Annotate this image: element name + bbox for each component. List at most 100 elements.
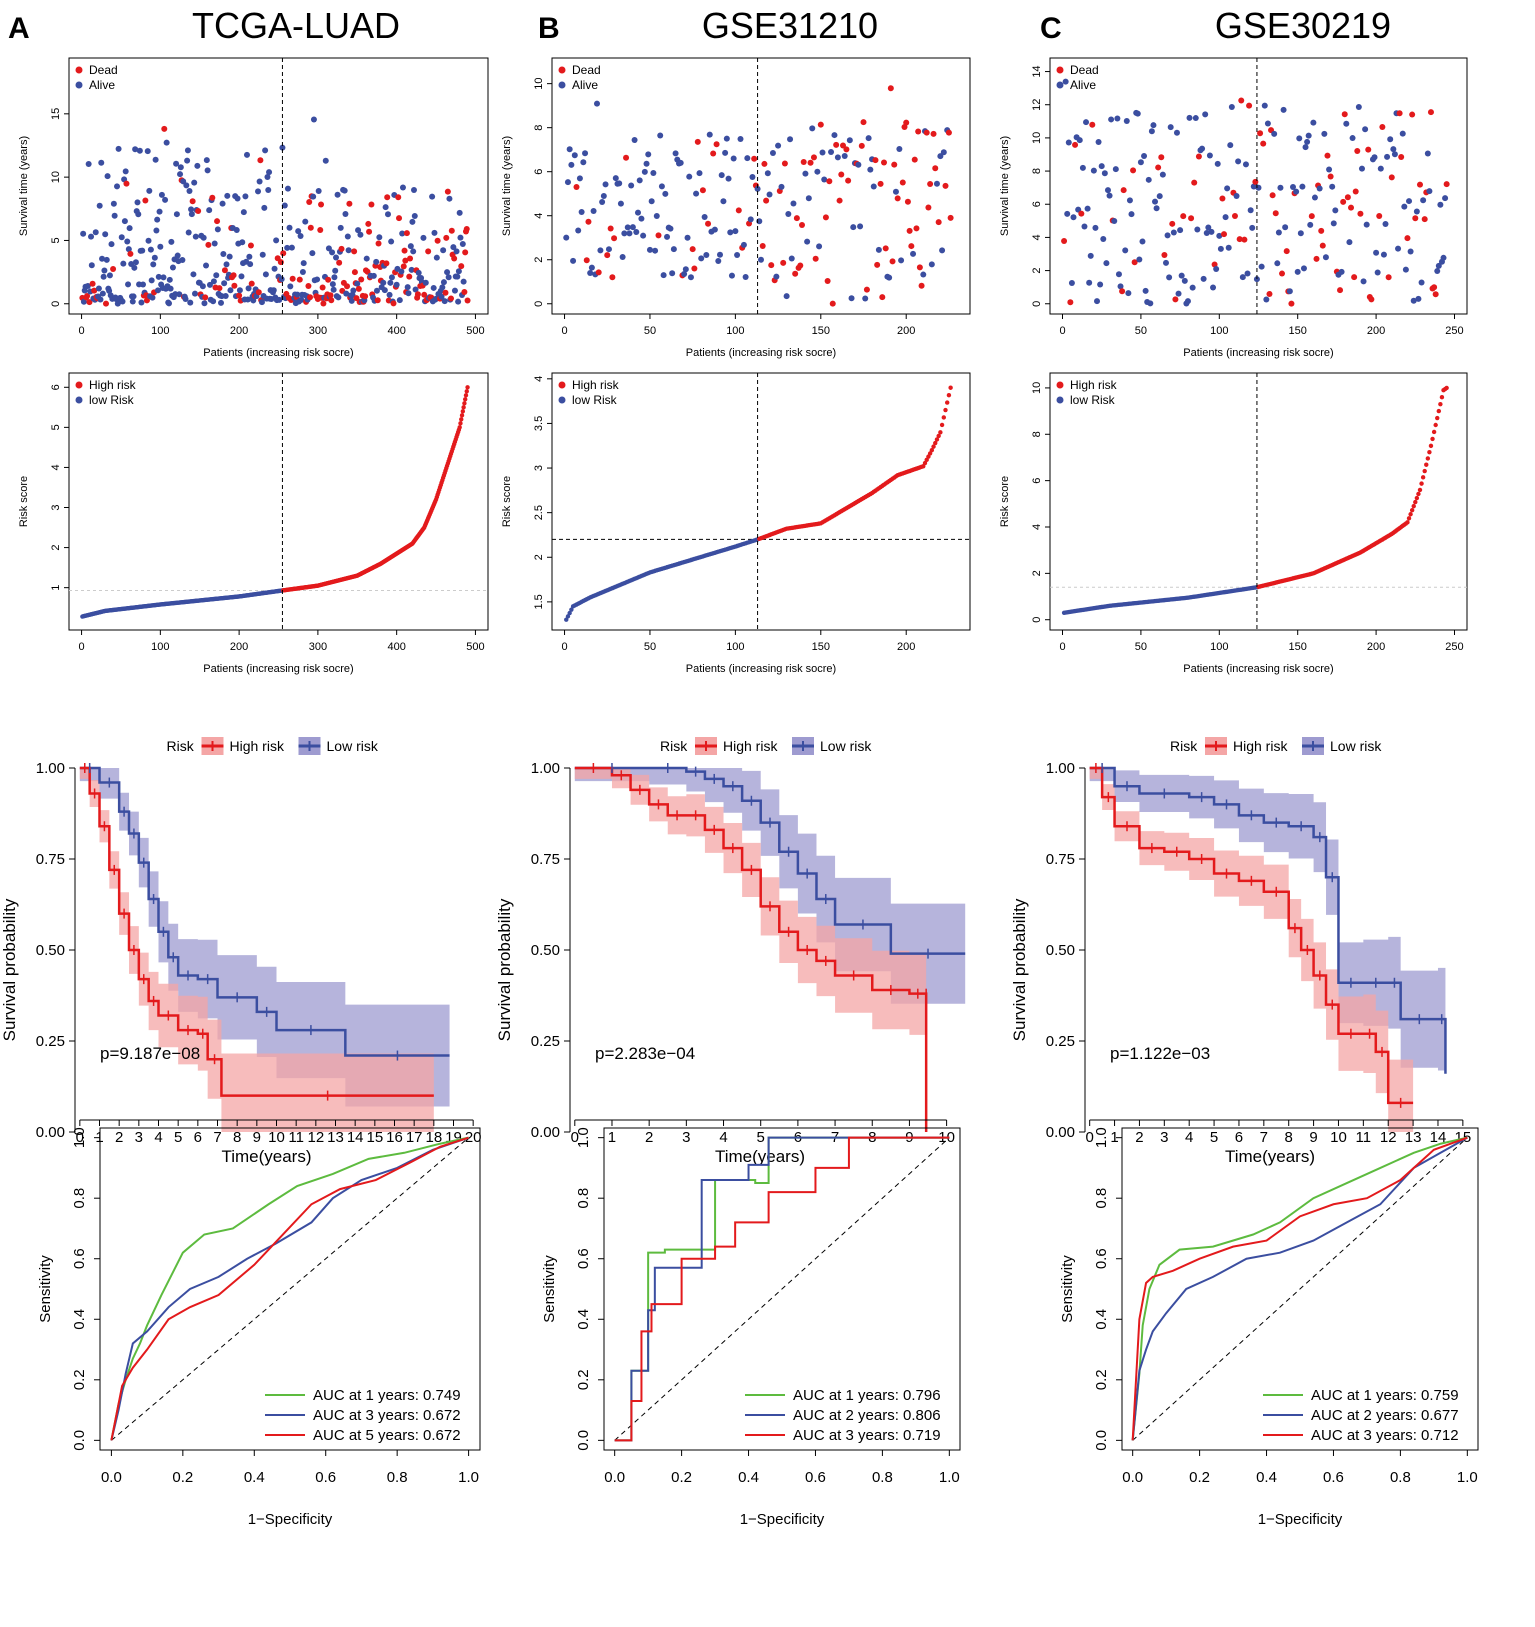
alive-point [145, 237, 152, 244]
alive-point [1068, 279, 1075, 286]
alive-point [605, 246, 612, 253]
risk-frame [1049, 372, 1468, 631]
risk-xlabel: Patients (increasing risk socre) [203, 663, 353, 675]
dead-point [860, 119, 867, 126]
alive-point [1255, 184, 1262, 191]
alive-point [1206, 152, 1213, 159]
alive-point [281, 202, 288, 209]
km-pvalue: p=2.283e−04 [595, 1044, 695, 1063]
roc-curve-blue [1131, 1136, 1468, 1441]
alive-point [790, 200, 797, 207]
dead-point [328, 297, 335, 304]
alive-point [188, 206, 195, 213]
km-xtick-label: 10 [268, 1129, 285, 1146]
alive-point [1090, 167, 1097, 174]
alive-point [1242, 161, 1249, 168]
alive-point [1253, 276, 1260, 283]
alive-point [203, 262, 210, 269]
alive-point [265, 187, 272, 194]
dead-point [1238, 97, 1245, 104]
dead-point [327, 292, 334, 299]
dead-point [1318, 227, 1325, 234]
dead-point [305, 282, 312, 289]
alive-point [420, 234, 427, 241]
dead-point [607, 225, 614, 232]
alive-point [1418, 279, 1425, 286]
survival-scatter-a: 0 100 200 300 400 500 0 5 10 15 Patients (increasi… [18, 57, 489, 359]
alive-point [728, 272, 735, 279]
high-risk-point [462, 401, 467, 406]
alive-point [1310, 119, 1317, 126]
alive-point [1086, 279, 1093, 286]
alive-point [1076, 137, 1083, 144]
dead-point [1283, 248, 1290, 255]
alive-point [350, 287, 357, 294]
alive-point [247, 261, 254, 268]
alive-point [101, 267, 108, 274]
alive-point [1302, 144, 1309, 151]
alive-point [1178, 272, 1185, 279]
alive-point [384, 211, 391, 218]
legend-dead-marker [75, 66, 83, 74]
dead-point [318, 201, 325, 208]
dead-point [942, 182, 949, 189]
alive-point [111, 212, 118, 219]
scatter-xtick-label: 50 [644, 325, 656, 337]
high-risk-point [1413, 499, 1418, 505]
alive-point [1406, 198, 1413, 205]
dead-point [344, 283, 351, 290]
roc-ytick-label: 1.0 [1093, 1127, 1110, 1148]
alive-point [1100, 235, 1107, 242]
alive-point [658, 183, 665, 190]
alive-point [1117, 283, 1124, 290]
alive-point [841, 152, 848, 159]
alive-point [1294, 268, 1301, 275]
alive-point [1084, 205, 1091, 212]
alive-point [381, 287, 388, 294]
scatter-ytick-label: 15 [50, 108, 62, 120]
alive-point [1167, 124, 1174, 131]
panel-c-header: C GSE30219 [1040, 5, 1391, 46]
scatter-ytick-label: 0 [50, 301, 62, 307]
km-legend-title: Risk [660, 738, 688, 754]
alive-point [332, 267, 339, 274]
alive-point [258, 299, 265, 306]
dead-point [1308, 213, 1315, 220]
scatter-ylabel: Survival time (years) [501, 136, 513, 236]
dead-point [1368, 296, 1375, 303]
alive-point [730, 155, 737, 162]
dead-point [836, 197, 843, 204]
alive-point [330, 286, 337, 293]
risk-xtick-label: 250 [1445, 641, 1463, 653]
scatter-ytick-label: 0 [1031, 301, 1043, 307]
alive-point [638, 215, 645, 222]
dead-point [1169, 220, 1176, 227]
alive-point [411, 212, 418, 219]
roc-curve-green [1131, 1136, 1468, 1441]
alive-point [194, 162, 201, 169]
high-risk-point [458, 421, 463, 426]
dead-point [366, 228, 373, 235]
alive-point [670, 246, 677, 253]
risk-ylabel: Risk score [501, 476, 513, 527]
alive-point [310, 193, 317, 200]
high-risk-point [1422, 468, 1427, 474]
dead-point [838, 171, 845, 178]
alive-point [686, 173, 693, 180]
alive-point [597, 247, 604, 254]
alive-point [297, 233, 304, 240]
alive-point [343, 290, 350, 297]
alive-point [1264, 120, 1271, 127]
alive-point [648, 198, 655, 205]
dead-point [277, 259, 284, 266]
alive-point [150, 261, 157, 268]
dead-point [346, 200, 353, 207]
alive-point [234, 195, 241, 202]
alive-point [154, 287, 161, 294]
alive-point [809, 125, 816, 132]
alive-point [121, 218, 128, 225]
alive-point [896, 146, 903, 153]
dead-point [205, 241, 212, 248]
